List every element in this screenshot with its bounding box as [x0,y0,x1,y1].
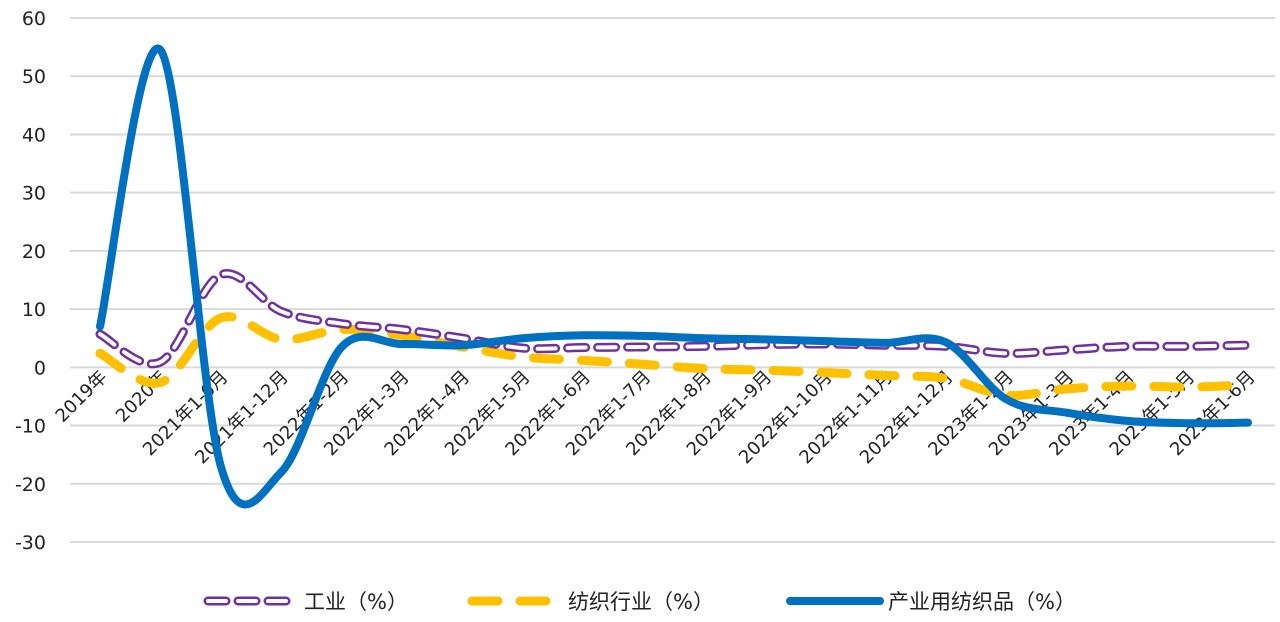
y-tick-label: 50 [22,66,46,88]
gridlines [70,17,1275,543]
series-line-0 [95,269,1253,369]
series-lines [95,44,1253,509]
y-tick-label: -30 [15,532,46,554]
y-tick-label: 30 [22,183,46,205]
series-line-2 [96,44,1252,509]
y-tick-label: 40 [22,124,46,146]
legend-label: 纺织行业（%） [568,590,714,614]
y-tick-label: -20 [15,474,46,496]
y-tick-label: 60 [22,8,46,30]
y-tick-label: 10 [22,299,46,321]
legend-label: 工业（%） [304,590,408,614]
y-tick-label: 20 [22,241,46,263]
y-tick-label: 0 [34,357,46,379]
y-tick-label: -10 [15,416,46,438]
series-line-1 [95,312,1253,401]
legend: 工业（%） 纺织行业（%） 产业用纺织品（%） [203,590,1076,614]
y-axis-ticks: 60 50 40 30 20 10 0 -10 -20 -30 [15,8,46,554]
x-tick-label: 2019年 [52,367,112,427]
legend-label: 产业用纺织品（%） [888,590,1076,614]
